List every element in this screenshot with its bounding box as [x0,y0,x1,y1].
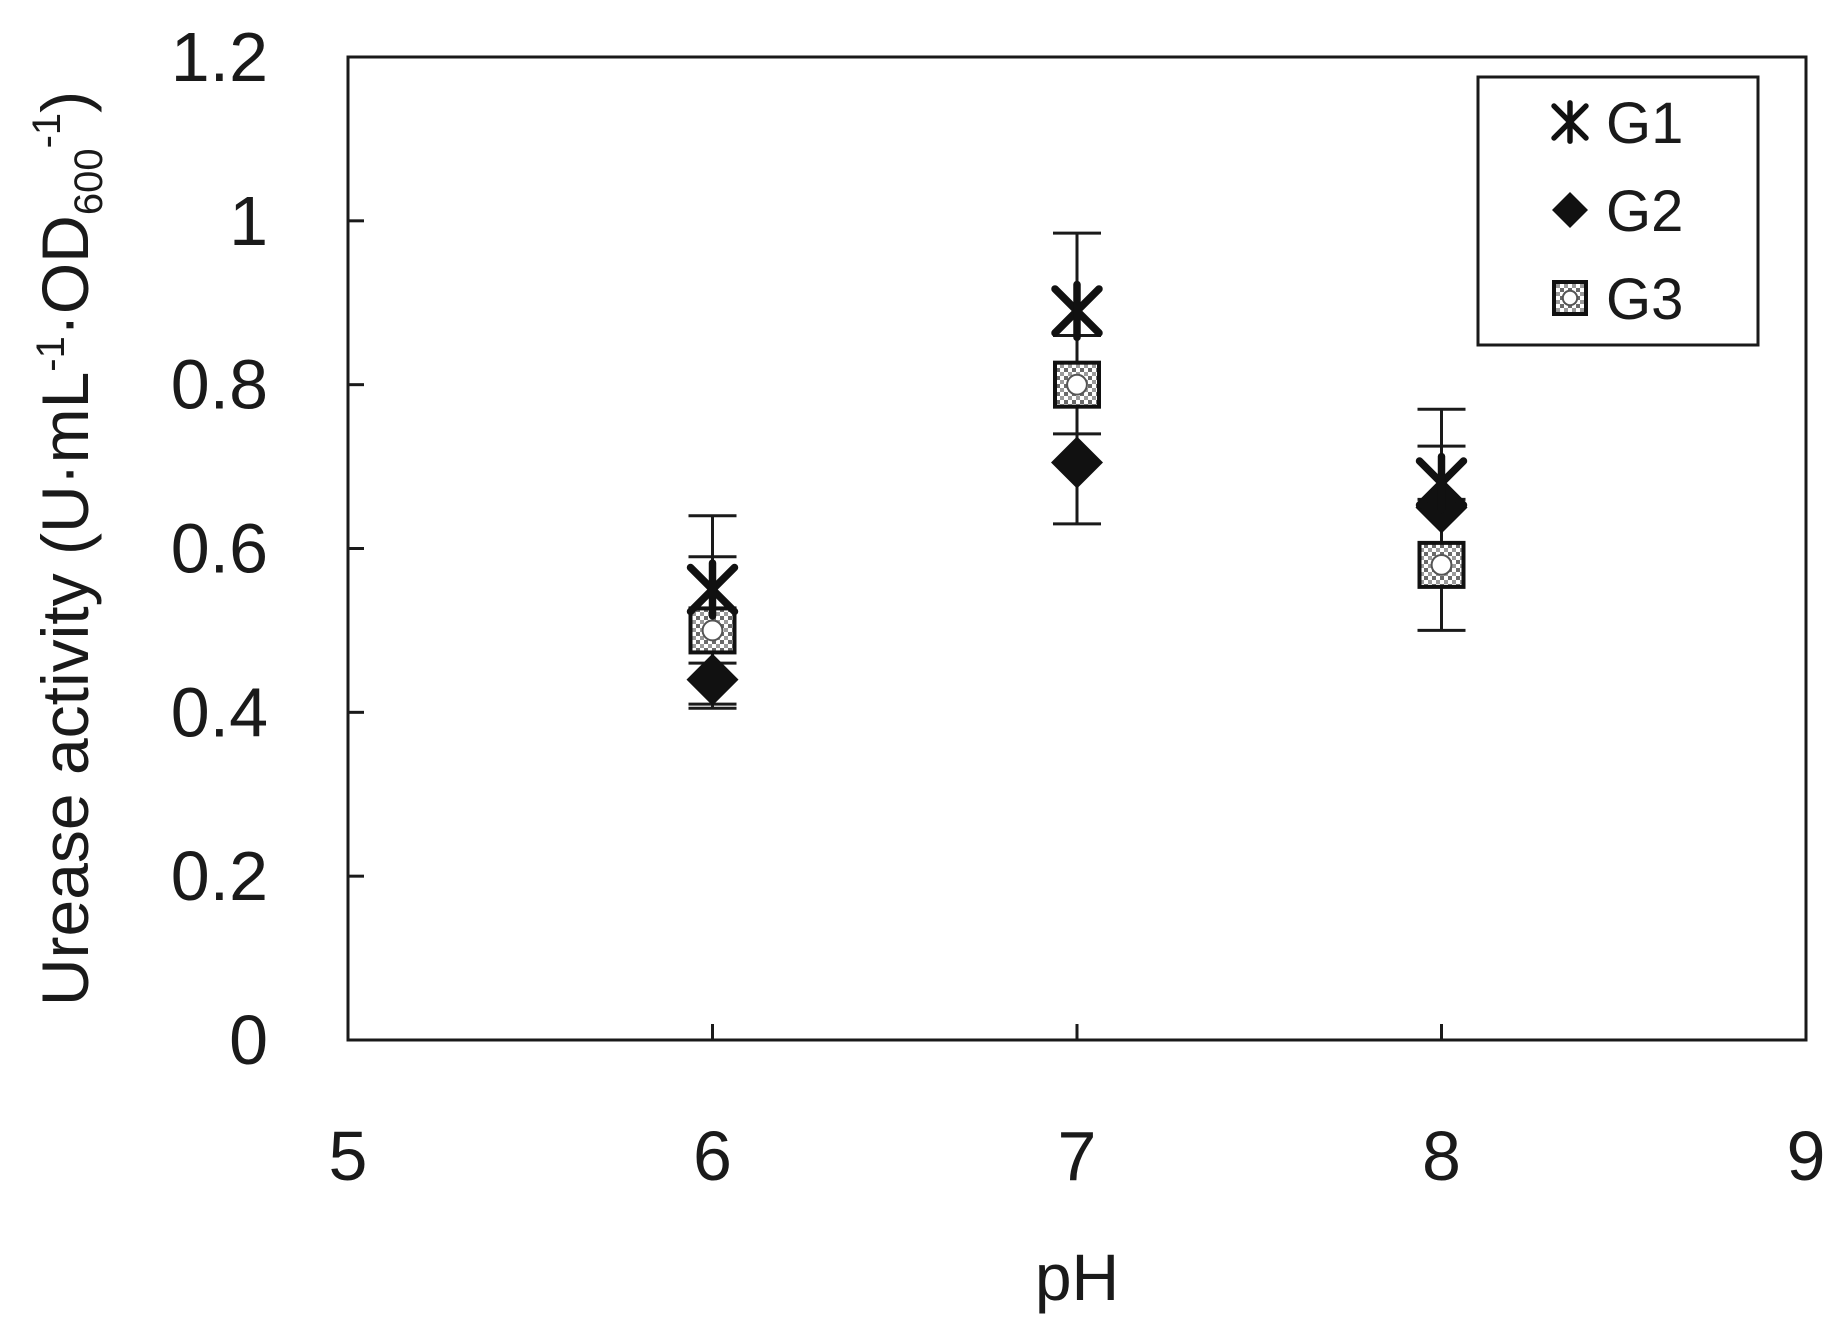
data-point [1417,540,1466,589]
data-point [1053,360,1101,409]
x-axis-title: pH [1035,1240,1119,1314]
y-tick-label: 0 [229,1001,268,1079]
legend-label: G1 [1606,91,1683,156]
legend-marker-g3 [1552,280,1588,316]
data-point [1051,436,1103,489]
y-axis-title: Urease activity (U·mL-1·OD600-1) [25,91,111,1006]
y-tick-label: 0.6 [171,510,268,588]
data-point [686,653,739,706]
data-point [1415,452,1468,514]
data-point [1051,280,1103,342]
legend-marker-g2 [1552,192,1588,228]
plot-area: 0 0.2 0.4 0.6 0.8 1 1.2 5 6 7 8 9 [171,18,1826,1195]
y-tick-label: 0.4 [171,673,268,751]
y-tick-label: 0.2 [171,837,268,915]
y-tick-label: 1 [229,182,268,260]
legend-label: G2 [1606,179,1683,244]
legend-box [1476,75,1760,347]
x-tick-label: 8 [1422,1117,1461,1195]
x-tick-label: 7 [1058,1117,1097,1195]
legend-marker-g1 [1551,100,1589,144]
y-tick-label: 1.2 [171,18,268,96]
data-point [686,559,739,620]
data-markers [686,280,1468,706]
legend-label: G3 [1606,267,1683,332]
x-tick-label: 6 [693,1117,732,1195]
x-tick-label: 5 [329,1117,368,1195]
legend: G1 G2 G3 [1476,75,1760,347]
y-tick-label: 0.8 [171,346,268,424]
x-tick-label: 9 [1787,1117,1826,1195]
